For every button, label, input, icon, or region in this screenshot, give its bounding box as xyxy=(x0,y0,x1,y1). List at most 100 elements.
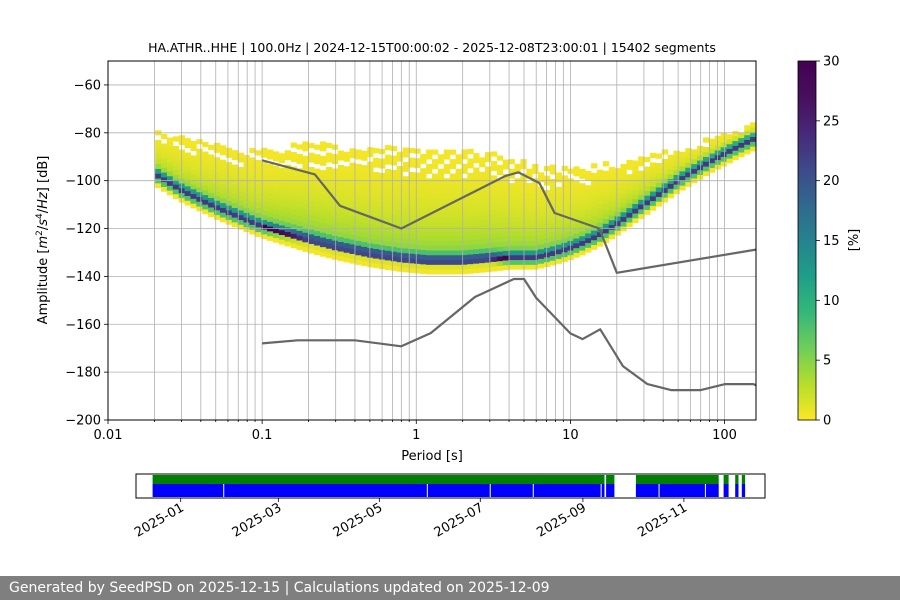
heatmap-cell xyxy=(679,170,686,177)
heatmap-cell xyxy=(485,199,492,206)
heatmap-cell xyxy=(155,139,162,146)
timeline-span xyxy=(152,484,605,497)
nhnm-curve xyxy=(261,159,756,274)
heatmap-cell xyxy=(679,151,686,157)
heatmap-cell xyxy=(520,230,527,237)
heatmap-cell xyxy=(449,245,456,251)
heatmap-cell xyxy=(396,218,403,224)
heatmap-cell xyxy=(196,186,203,193)
heatmap-cell xyxy=(331,144,339,150)
heatmap-cell xyxy=(166,166,174,172)
heatmap-cell xyxy=(337,188,345,195)
heatmap-cell xyxy=(243,207,250,213)
heatmap-cell xyxy=(591,187,598,193)
heatmap-cell xyxy=(384,169,392,175)
heatmap-cell xyxy=(644,190,651,196)
heatmap-cell xyxy=(343,257,350,263)
heatmap-cell xyxy=(661,149,669,155)
heatmap-cell xyxy=(161,162,168,168)
heatmap-cell xyxy=(308,200,315,206)
heatmap-cell xyxy=(714,145,722,151)
heatmap-cell xyxy=(585,233,592,239)
heatmap-cell xyxy=(526,245,533,251)
heatmap-cell xyxy=(473,181,480,188)
heatmap-cell xyxy=(685,157,692,163)
heatmap-cell xyxy=(508,173,515,179)
heatmap-cell xyxy=(196,206,203,212)
heatmap-cell xyxy=(632,217,639,224)
heatmap-cell xyxy=(361,198,368,204)
heatmap-cell xyxy=(255,193,262,199)
heatmap-cell xyxy=(555,239,562,245)
y-label-part: 4 xyxy=(35,213,45,219)
heatmap-cell xyxy=(485,223,492,230)
heatmap-cell xyxy=(420,182,427,188)
heatmap-cell xyxy=(408,186,415,192)
heatmap-cell xyxy=(396,156,403,162)
heatmap-cell xyxy=(455,221,462,227)
heatmap-cell xyxy=(585,189,592,196)
heatmap-cell xyxy=(608,191,616,197)
heatmap-cell xyxy=(302,237,309,243)
heatmap-cell xyxy=(455,254,462,261)
heatmap-cell xyxy=(367,190,374,196)
heatmap-cell xyxy=(543,199,551,205)
heatmap-cell xyxy=(520,211,527,217)
heatmap-cell xyxy=(166,137,174,143)
heatmap-cell xyxy=(437,269,445,275)
heatmap-cell xyxy=(702,137,710,143)
heatmap-cell xyxy=(267,197,274,203)
heatmap-cell xyxy=(308,167,315,173)
heatmap-cell xyxy=(638,185,645,191)
heatmap-cell xyxy=(272,165,280,171)
heatmap-cell xyxy=(390,208,398,214)
heatmap-cell xyxy=(526,221,533,227)
heatmap-cell xyxy=(278,177,286,183)
heatmap-cell xyxy=(655,177,663,183)
heatmap-cell xyxy=(561,228,568,234)
heatmap-cell xyxy=(602,185,610,191)
heatmap-cell xyxy=(314,154,321,160)
heatmap-cell xyxy=(538,196,545,202)
heatmap-cell xyxy=(632,184,639,190)
heatmap-cell xyxy=(161,181,168,187)
heatmap-cell xyxy=(219,217,227,223)
heatmap-cell xyxy=(249,176,256,182)
heatmap-cell xyxy=(614,220,621,227)
heatmap-cell xyxy=(343,151,350,158)
heatmap-cell xyxy=(514,197,521,203)
heatmap-cell xyxy=(632,189,639,195)
heatmap-cell xyxy=(355,163,362,170)
heatmap-cell xyxy=(384,245,392,251)
heatmap-cell xyxy=(526,264,533,270)
heatmap-cell xyxy=(373,157,380,163)
heatmap-cell xyxy=(420,168,427,174)
heatmap-cell xyxy=(337,169,345,175)
heatmap-cell xyxy=(373,215,380,221)
heatmap-cell xyxy=(343,218,350,225)
nlnm-curve xyxy=(262,277,756,392)
heatmap-cell xyxy=(732,131,739,137)
heatmap-cell xyxy=(526,235,533,241)
heatmap-cell xyxy=(485,209,492,215)
heatmap-cell xyxy=(296,187,303,193)
heatmap-cell xyxy=(214,190,221,196)
heatmap-cell xyxy=(225,209,233,216)
heatmap-cell xyxy=(414,258,421,264)
heatmap-cell xyxy=(496,203,504,209)
heatmap-cell xyxy=(443,154,451,160)
heatmap-cell xyxy=(296,192,303,198)
heatmap-cell xyxy=(349,196,356,202)
heatmap-cell xyxy=(602,199,610,205)
heatmap-cell xyxy=(267,163,274,170)
heatmap-cell xyxy=(467,230,474,236)
heatmap-cell xyxy=(214,181,221,187)
heatmap-cell xyxy=(485,238,492,244)
heatmap-cell xyxy=(532,192,539,198)
heatmap-cell xyxy=(219,193,227,199)
heatmap-cell xyxy=(296,158,303,164)
heatmap-cell xyxy=(579,168,586,175)
heatmap-cell xyxy=(355,245,362,251)
heatmap-cell xyxy=(655,172,663,178)
heatmap-cell xyxy=(532,168,539,174)
